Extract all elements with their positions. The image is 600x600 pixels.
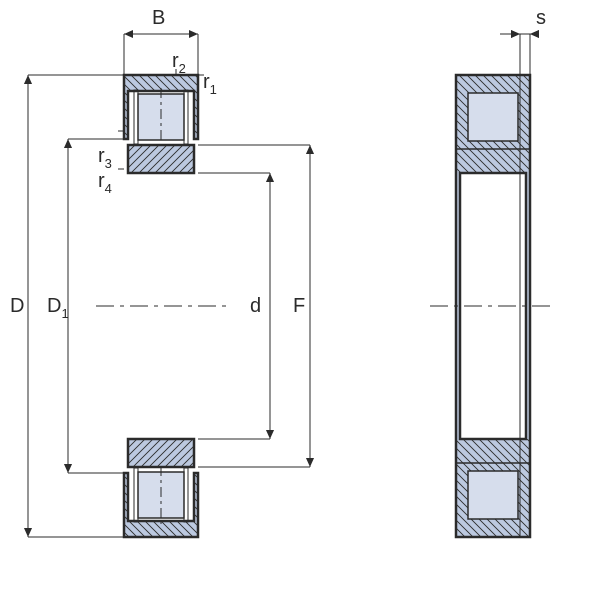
- bearing-diagram: D D1 d F Bs r1 r2 r3r4: [0, 0, 600, 600]
- label-s: s: [536, 7, 546, 29]
- label-B: B: [152, 7, 165, 29]
- label-F: F: [293, 295, 305, 317]
- label-r2: r2: [172, 50, 186, 76]
- label-d: d: [250, 295, 261, 317]
- label-D1: D1: [47, 295, 69, 321]
- label-D: D: [10, 295, 24, 317]
- label-r4: r4: [98, 170, 112, 196]
- label-r3: r3: [98, 145, 112, 171]
- label-r1: r1: [203, 71, 217, 97]
